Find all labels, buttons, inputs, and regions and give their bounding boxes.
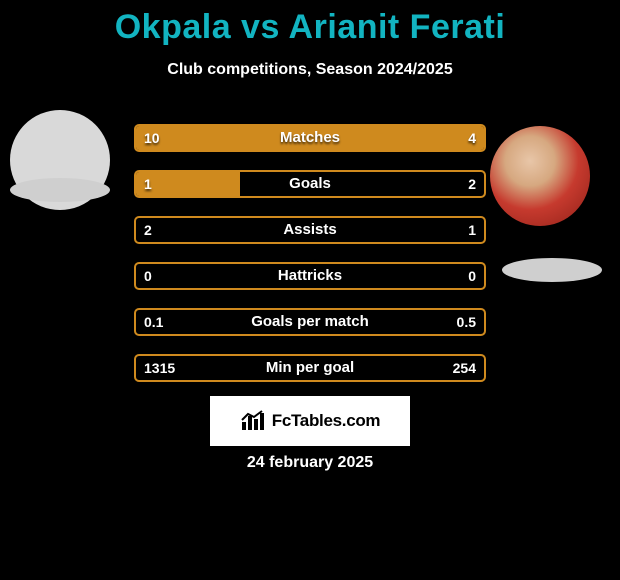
stat-value-right: 0.5 bbox=[457, 310, 476, 334]
brand-chart-icon bbox=[240, 410, 266, 432]
brand-badge-text: FcTables.com bbox=[272, 411, 381, 431]
stat-row: 10Matches4 bbox=[134, 124, 486, 152]
stat-value-right: 0 bbox=[468, 264, 476, 288]
stat-label: Min per goal bbox=[136, 356, 484, 380]
player-left-shadow bbox=[10, 178, 110, 202]
stat-bars: 10Matches41Goals22Assists10Hattricks00.1… bbox=[134, 124, 486, 400]
stat-label: Assists bbox=[136, 218, 484, 242]
stat-row: 1Goals2 bbox=[134, 170, 486, 198]
date-text: 24 february 2025 bbox=[0, 454, 620, 472]
stat-label: Goals bbox=[136, 172, 484, 196]
page-title: Okpala vs Arianit Ferati bbox=[0, 0, 620, 47]
brand-badge: FcTables.com bbox=[210, 396, 410, 446]
player-right-avatar bbox=[490, 126, 590, 226]
stat-label: Goals per match bbox=[136, 310, 484, 334]
stat-label: Hattricks bbox=[136, 264, 484, 288]
stat-value-right: 2 bbox=[468, 172, 476, 196]
stat-value-right: 1 bbox=[468, 218, 476, 242]
comparison-infographic: Okpala vs Arianit Ferati Club competitio… bbox=[0, 0, 620, 580]
stat-value-right: 4 bbox=[468, 126, 476, 150]
stat-value-right: 254 bbox=[453, 356, 476, 380]
stat-row: 1315Min per goal254 bbox=[134, 354, 486, 382]
stat-row: 2Assists1 bbox=[134, 216, 486, 244]
stat-row: 0.1Goals per match0.5 bbox=[134, 308, 486, 336]
stat-label: Matches bbox=[136, 126, 484, 150]
stat-row: 0Hattricks0 bbox=[134, 262, 486, 290]
player-right-shadow bbox=[502, 258, 602, 282]
subtitle: Club competitions, Season 2024/2025 bbox=[0, 61, 620, 79]
